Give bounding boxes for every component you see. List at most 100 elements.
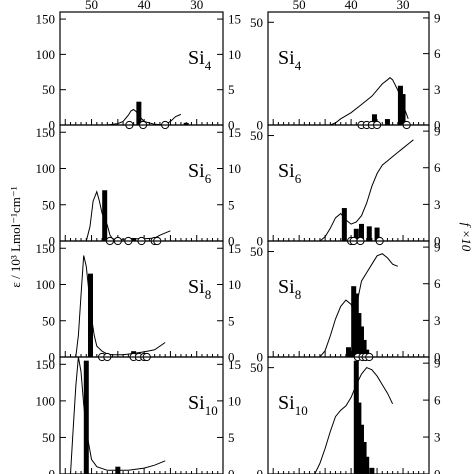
y-right-tick-label: 0 — [434, 234, 441, 249]
y-right-tick-label: 10 — [228, 47, 241, 62]
y-left-tick-label: 0 — [257, 467, 264, 474]
y-right-tick-label: 0 — [434, 467, 441, 474]
y-right-tick-label: 6 — [434, 46, 441, 61]
y-right-tick-label: 9 — [434, 10, 441, 25]
panel-label-subscript: 4 — [295, 58, 302, 73]
panel-label-main: Si — [188, 276, 205, 298]
oscillator-bar — [358, 424, 364, 474]
y-right-tick-label: 3 — [434, 313, 441, 328]
y-right-tick-label: 6 — [434, 393, 441, 408]
y-right-tick-label: 0 — [228, 234, 235, 249]
y-right-tick-label: 0 — [228, 350, 235, 365]
oscillator-bar — [346, 347, 351, 357]
oscillator-bar — [83, 360, 89, 474]
y-right-tick-label: 0 — [434, 350, 441, 365]
panel-label: Si10 — [188, 392, 218, 418]
y-left-tick-label: 100 — [36, 277, 56, 292]
y-right-tick-label: 6 — [434, 276, 441, 291]
oscillator-bar — [356, 402, 362, 474]
x-tick-label: 30 — [190, 0, 203, 12]
panel-label: Si4 — [188, 47, 212, 73]
oscillator-bar — [384, 119, 390, 125]
y-left-tick-label: 50 — [250, 360, 263, 375]
y-right-tick-label: 5 — [228, 313, 235, 328]
oscillator-bar — [364, 456, 370, 474]
spectrum-line — [60, 357, 166, 474]
oscillator-bar — [369, 467, 375, 474]
panel-label: Si8 — [188, 276, 211, 302]
y-left-tick-label: 100 — [36, 393, 56, 408]
oscillator-bar — [353, 228, 359, 241]
oscillator-bar — [374, 227, 380, 241]
panel-left-3: 0 50 100 150 0 5 10 15 Si8 — [36, 240, 241, 365]
oscillator-bar — [371, 114, 377, 125]
panel-label-subscript: 6 — [295, 171, 302, 186]
y-right-tick-label: 15 — [228, 125, 241, 140]
y-right-tick-label: 6 — [434, 160, 441, 175]
x-tick-label: 50 — [293, 0, 306, 12]
x-tick-label: 40 — [138, 0, 151, 12]
oscillator-bar — [115, 466, 121, 474]
y-right-tick-label: 15 — [228, 241, 241, 256]
y-left-tick-label: 50 — [42, 82, 55, 97]
y-left-tick-label: 150 — [36, 357, 56, 372]
y-right-tick-label: 3 — [434, 197, 441, 212]
panel-right-1: 0 50 0 3 6 9 50 40 30 Si4 — [250, 0, 441, 133]
y-left-tick-label: 0 — [49, 118, 56, 133]
x-tick-label: 50 — [85, 0, 98, 12]
panel-label-main: Si — [278, 276, 295, 298]
panel-frame — [59, 356, 224, 474]
oscillator-bar — [397, 85, 403, 125]
spectrum-line — [268, 77, 409, 125]
panel-label-main: Si — [278, 47, 295, 69]
y-left-tick-label: 150 — [36, 12, 56, 27]
panel-label-main: Si — [188, 160, 205, 182]
y-right-tick-label: 9 — [434, 240, 441, 255]
x-tick-label: 30 — [397, 0, 410, 12]
panel-label-subscript: 8 — [295, 287, 302, 302]
panel-label-main: Si — [278, 392, 295, 414]
panel-left-2: 0 50 100 150 0 5 10 15 Si6 — [36, 124, 241, 249]
y-right-tick-label: 5 — [228, 430, 235, 445]
panel-frame — [267, 124, 430, 242]
oscillator-bar — [341, 208, 347, 241]
oscillator-bar — [102, 190, 108, 241]
oscillator-bar — [361, 339, 367, 357]
y-right-tick-label: 10 — [228, 393, 241, 408]
y-left-tick-label: 50 — [250, 15, 263, 30]
panel-label: Si10 — [278, 392, 308, 418]
panel-frame — [267, 240, 430, 358]
y-left-tick-label: 50 — [42, 197, 55, 212]
y-left-tick-label: 0 — [257, 234, 264, 249]
y-right-tick-label: 0 — [434, 118, 441, 133]
y-right-tick-label: 5 — [228, 197, 235, 212]
y-left-tick-label: 0 — [257, 118, 264, 133]
spectrum-line — [60, 255, 166, 357]
oscillator-bar — [353, 293, 359, 357]
oscillator-bar — [131, 238, 137, 241]
oscillator-bar — [87, 273, 93, 357]
oscillator-bar — [366, 226, 372, 241]
panel-label-main: Si — [188, 47, 205, 69]
y-axis-title-left: ε / 10³ Lmol⁻¹cm⁻¹ — [8, 186, 23, 287]
spectrum-line — [268, 139, 414, 241]
y-left-tick-label: 100 — [36, 161, 56, 176]
oscillator-bar — [136, 101, 142, 125]
panel-frame — [59, 124, 224, 242]
y-left-tick-label: 50 — [42, 430, 55, 445]
y-axis-title-right: f ×10 — [459, 223, 474, 252]
y-right-tick-label: 10 — [228, 277, 241, 292]
y-right-tick-label: 0 — [228, 467, 235, 474]
y-left-tick-label: 150 — [36, 125, 56, 140]
spectrum-line — [268, 253, 398, 357]
y-left-tick-label: 0 — [257, 350, 264, 365]
panel-label: Si6 — [188, 160, 212, 186]
oscillator-bar — [358, 326, 364, 357]
panel-label: Si8 — [278, 276, 301, 302]
y-left-tick-label: 0 — [49, 467, 56, 474]
y-right-tick-label: 15 — [228, 12, 241, 27]
panel-label-subscript: 4 — [205, 58, 212, 73]
